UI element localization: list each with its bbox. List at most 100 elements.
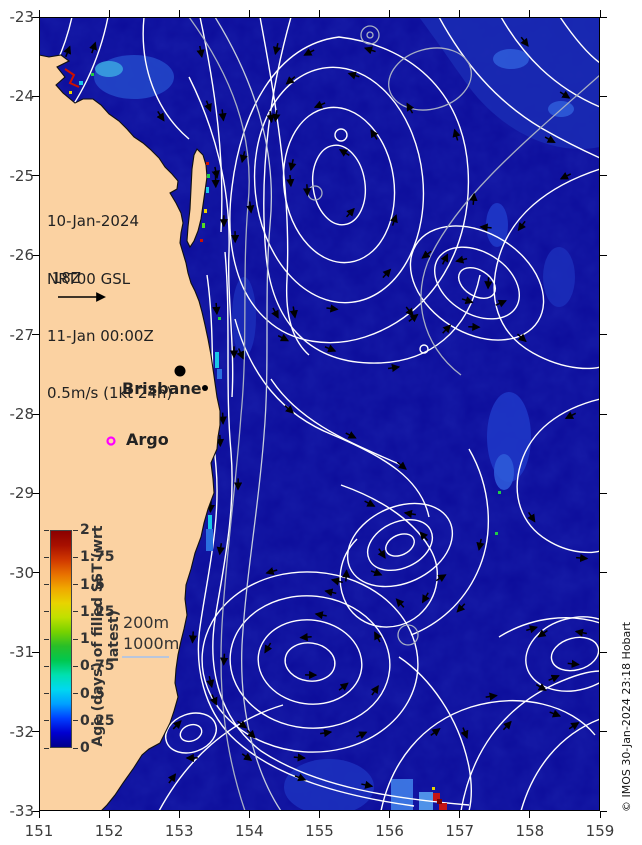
current-arrow [338, 148, 350, 157]
y-tick-label: -29 [9, 484, 35, 503]
current-arrow [220, 653, 229, 666]
y-tick-right [600, 175, 607, 177]
current-arrow [299, 632, 312, 642]
current-arrow [212, 302, 221, 316]
current-arrow [526, 625, 539, 634]
current-arrow [419, 531, 429, 541]
colorbar-tick [73, 529, 78, 531]
current-arrow [239, 151, 248, 164]
streamlines [39, 17, 600, 811]
y-tick-right [600, 651, 607, 653]
colorbar-tick [44, 529, 49, 531]
current-arrow [564, 411, 577, 420]
y-tick-label: -24 [9, 87, 35, 106]
x-tick [108, 811, 110, 818]
x-tick-top [389, 10, 391, 17]
x-tick-label: 159 [585, 822, 615, 840]
current-arrow [156, 110, 165, 122]
current-arrow [265, 567, 278, 576]
colorbar-tick [73, 720, 78, 722]
obs-hour: 18Z [47, 269, 82, 287]
y-tick-right [600, 572, 607, 574]
x-tick [248, 811, 250, 818]
current-arrow [408, 313, 419, 323]
model-name: NRT00 GSL [47, 270, 131, 288]
colorbar-tick-label: 0.75 [80, 658, 115, 675]
current-arrow [345, 431, 357, 439]
y-tick-label: -28 [9, 405, 35, 423]
y-tick-label: -33 [9, 802, 35, 820]
current-arrow [356, 731, 368, 739]
current-arrow [266, 110, 275, 124]
current-arrow [403, 509, 416, 519]
current-arrow [576, 553, 589, 563]
colorbar-tick [44, 720, 49, 722]
current-arrow [430, 728, 441, 737]
current-arrow [218, 109, 227, 122]
y-tick-right [600, 95, 607, 97]
current-arrow [63, 45, 72, 58]
current-arrow [363, 46, 376, 55]
current-arrow [495, 299, 507, 308]
x-tick-top [178, 10, 180, 17]
current-arrow [382, 268, 392, 279]
x-tick-label: 154 [235, 822, 264, 840]
current-arrow [370, 568, 383, 577]
current-arrow [215, 434, 225, 448]
colorbar-tick [73, 638, 78, 640]
current-arrow [271, 307, 279, 319]
current-arrow [442, 324, 452, 334]
current-arrow [469, 192, 478, 205]
depth-200m-label: 200m [123, 613, 170, 632]
current-arrow [172, 720, 182, 730]
brisbane-label: Brisbane [122, 379, 202, 398]
fraser-island [186, 148, 208, 249]
current-arrow [476, 538, 485, 551]
current-arrow [285, 76, 296, 85]
y-tick-label: -26 [9, 246, 35, 265]
x-tick-label: 157 [445, 822, 475, 840]
current-arrow [236, 348, 245, 360]
x-tick-top [529, 10, 531, 17]
x-tick [529, 811, 531, 818]
current-arrow [559, 90, 571, 99]
y-tick [32, 572, 39, 574]
colorbar-tick [44, 693, 49, 694]
current-arrow [272, 110, 281, 123]
colorbar-tick [44, 638, 49, 640]
current-arrow [288, 159, 297, 172]
colorbar-tick-label: 0.25 [80, 712, 115, 729]
current-arrow [289, 306, 298, 319]
x-tick-label: 152 [94, 822, 124, 840]
colorbar-tick [44, 665, 49, 667]
coast-point-marker [202, 385, 208, 391]
y-tick-right [600, 492, 607, 494]
current-arrow [294, 773, 307, 782]
current-arrow [241, 752, 253, 761]
colorbar-tick-label: 1 [80, 631, 90, 647]
model-annotation: NRT00 GSL 11-Jan 00:00Z 0.5m/s (1kt 24h) [47, 232, 172, 441]
current-arrow [452, 128, 461, 141]
current-arrow [517, 333, 527, 343]
current-arrow [440, 253, 449, 265]
colorbar-tick [73, 747, 78, 749]
colorbar-tick [73, 556, 78, 558]
current-arrow [387, 363, 401, 373]
current-arrow [374, 631, 382, 643]
y-tick-label: -30 [9, 563, 35, 582]
current-vector-arrows [63, 36, 589, 789]
y-tick-right [600, 731, 607, 733]
current-arrow [395, 598, 405, 608]
y-tick [32, 95, 39, 97]
y-tick-right [600, 16, 607, 18]
current-arrow [517, 220, 526, 232]
x-tick-top [599, 10, 601, 17]
y-tick [32, 651, 39, 653]
colorbar-tick [44, 747, 49, 749]
current-arrow [435, 574, 447, 583]
current-arrow [548, 674, 560, 683]
current-arrow [460, 727, 469, 739]
current-arrow [567, 659, 580, 668]
colorbar-gradient [50, 530, 72, 748]
current-arrow [361, 780, 374, 789]
